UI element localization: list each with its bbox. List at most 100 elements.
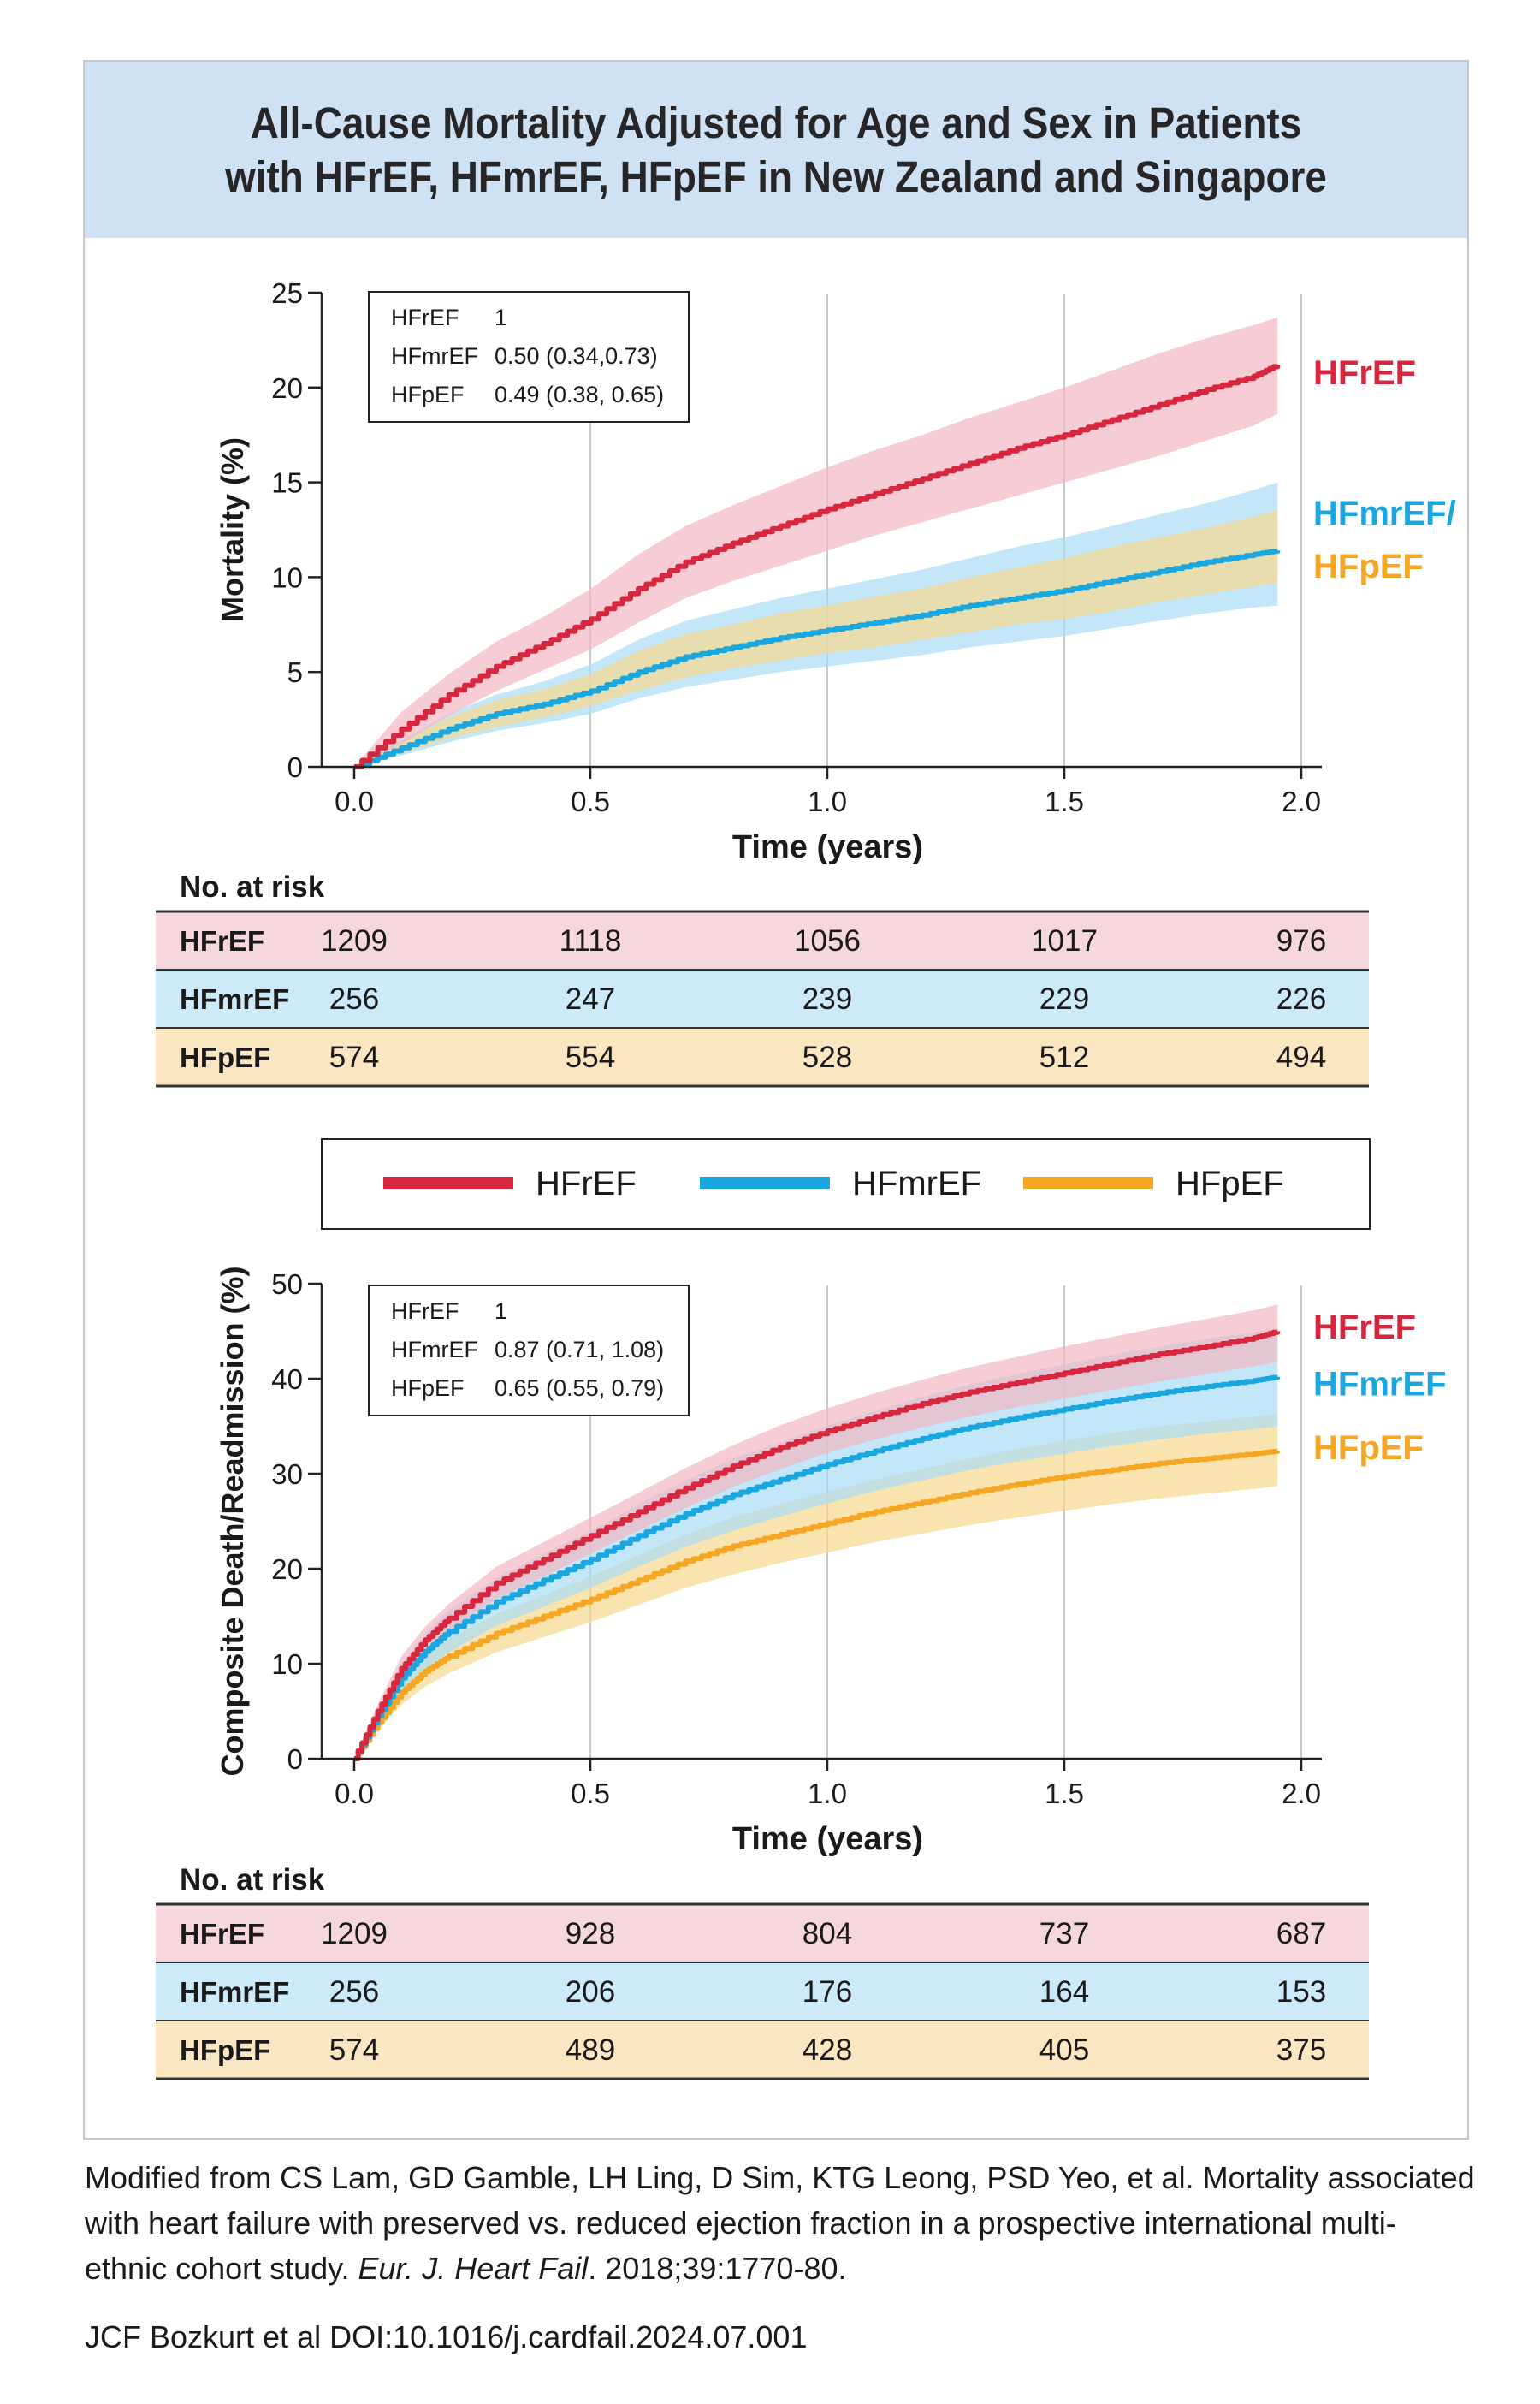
hazard-ratio-value: 0.50 (0.34,0.73) [495, 343, 658, 369]
end-label-hfmref: HFmrEF/ [1313, 495, 1456, 532]
risk-value: 554 [566, 1041, 615, 1074]
risk-value: 976 [1276, 924, 1326, 958]
chart-panel-2: 0 10 20 30 40 50 0.0 0.5 1.0 1.5 2.0 Time (years) Co… [156, 1266, 1447, 2080]
hazard-group-label: HFmrEF [391, 343, 478, 369]
end-label-hfref: HFrEF [1313, 354, 1416, 392]
legend-label-hfref: HFrEF [536, 1165, 637, 1202]
confidence-band-hfpef [354, 1414, 1278, 1759]
risk-value: 1118 [560, 924, 622, 958]
series-line-hfmref [354, 1374, 1281, 1761]
risk-value: 574 [329, 2033, 379, 2067]
risk-value: 256 [329, 982, 379, 1016]
source-line-1: Modified from CS Lam, GD Gamble, LH Ling… [85, 2160, 1475, 2195]
source-line-3: ethnic cohort study. Eur. J. Heart Fail.… [85, 2251, 847, 2287]
series-line-hfref [354, 364, 1281, 769]
x-tick-label: 0.5 [571, 786, 610, 817]
hazard-ratio-value: 0.87 (0.71, 1.08) [495, 1337, 664, 1362]
risk-row-bg [156, 1904, 1369, 1962]
x-tick-label: 1.5 [1045, 1778, 1084, 1809]
risk-value: 804 [803, 1917, 852, 1950]
risk-value: 574 [329, 1041, 379, 1074]
risk-value: 1209 [321, 924, 388, 958]
end-label-hfpef: HFpEF [1313, 1429, 1424, 1467]
risk-value: 528 [803, 1041, 852, 1074]
risk-row-bg [156, 2021, 1369, 2079]
hazard-ratio-box [368, 1285, 690, 1416]
risk-row-group: HFrEF [180, 1918, 264, 1950]
figure-title-line2: with HFrEF, HFmrEF, HFpEF in New Zealand… [225, 152, 1327, 201]
legend-label-hfmref: HFmrEF [852, 1165, 981, 1202]
legend: HFrEF HFmrEF HFpEF [321, 1138, 1371, 1230]
figure-title-line1: All-Cause Mortality Adjusted for Age and… [250, 98, 1302, 147]
risk-value: 206 [566, 1975, 615, 2009]
y-tick-label: 20 [271, 372, 303, 404]
risk-value: 512 [1040, 1041, 1089, 1074]
hazard-ratio-value: 1 [495, 305, 507, 330]
risk-value: 256 [329, 1975, 379, 2009]
x-tick-label: 1.5 [1045, 786, 1084, 817]
y-tick-label: 20 [271, 1553, 303, 1585]
hazard-group-label: HFrEF [391, 1298, 459, 1324]
risk-value: 226 [1276, 982, 1326, 1016]
hazard-ratio-box [368, 291, 690, 423]
hazard-group-label: HFpEF [391, 382, 465, 407]
risk-table-label: No. at risk [180, 1863, 325, 1896]
source-line-3-pre: ethnic cohort study. [85, 2251, 358, 2286]
risk-row-group: HFpEF [180, 1042, 270, 1073]
risk-value: 494 [1276, 1041, 1326, 1074]
y-tick-label: 15 [271, 467, 303, 499]
risk-value: 687 [1276, 1917, 1326, 1950]
y-tick-label: 40 [271, 1363, 303, 1395]
risk-value: 176 [803, 1975, 852, 2009]
series-line-hfpef [354, 1448, 1281, 1761]
x-tick-label: 0.0 [335, 1778, 374, 1809]
x-tick-label: 2.0 [1282, 1778, 1321, 1809]
y-tick-label: 10 [271, 561, 303, 593]
risk-value: 489 [566, 2033, 615, 2067]
hazard-ratio-value: 1 [495, 1298, 507, 1324]
risk-row-bg [156, 970, 1369, 1028]
risk-row-group: HFrEF [180, 925, 264, 957]
x-axis-label: Time (years) [732, 1821, 923, 1857]
risk-value: 1017 [1031, 924, 1098, 958]
confidence-band-hfmref [354, 1327, 1278, 1759]
confidence-band-hfpef [354, 510, 1278, 767]
risk-value: 737 [1040, 1917, 1089, 1950]
risk-table-label: No. at risk [180, 870, 325, 904]
x-tick-label: 0.5 [571, 1778, 610, 1809]
risk-value: 247 [566, 982, 615, 1016]
risk-value: 375 [1276, 2033, 1326, 2067]
x-axis-label: Time (years) [732, 829, 923, 865]
risk-value: 153 [1276, 1975, 1326, 2009]
x-tick-label: 0.0 [335, 786, 374, 817]
source-line-2: with heart failure with preserved vs. re… [85, 2205, 1396, 2241]
y-tick-label: 30 [271, 1458, 303, 1490]
end-label-hfref: HFrEF [1313, 1309, 1416, 1346]
risk-row-bg [156, 1028, 1369, 1086]
risk-value: 1056 [794, 924, 861, 958]
hazard-group-label: HFrEF [391, 305, 459, 330]
figure-title-box: All-Cause Mortality Adjusted for Age and… [85, 62, 1467, 238]
source-line-3-post: . 2018;39:1770-80. [588, 2251, 847, 2286]
chart-panel-1: 0 5 10 15 20 25 0.0 0.5 1.0 1.5 2.0 Time (years) Mor… [156, 277, 1456, 1088]
hazard-group-label: HFmrEF [391, 1337, 478, 1362]
legend-label-hfpef: HFpEF [1176, 1165, 1284, 1202]
risk-value: 428 [803, 2033, 852, 2067]
hazard-ratio-value: 0.65 (0.55, 0.79) [495, 1375, 664, 1401]
end-label-hfpef: HFpEF [1313, 548, 1424, 585]
y-tick-label: 0 [287, 751, 303, 783]
figure-credit: JCF Bozkurt et al DOI:10.1016/j.cardfail… [85, 2319, 808, 2354]
x-tick-label: 1.0 [808, 1778, 847, 1809]
confidence-band-hfref [354, 317, 1278, 767]
risk-value: 164 [1040, 1975, 1089, 2009]
risk-row-group: HFpEF [180, 2034, 270, 2066]
risk-value: 1209 [321, 1917, 388, 1950]
hazard-ratio-value: 0.49 (0.38, 0.65) [495, 382, 664, 407]
x-tick-label: 1.0 [808, 786, 847, 817]
source-journal: Eur. J. Heart Fail [358, 2251, 589, 2286]
x-tick-label: 2.0 [1282, 786, 1321, 817]
risk-value: 928 [566, 1917, 615, 1950]
series-line-hfref [354, 1329, 1281, 1761]
y-axis-label: Composite Death/Readmission (%) [215, 1266, 250, 1776]
